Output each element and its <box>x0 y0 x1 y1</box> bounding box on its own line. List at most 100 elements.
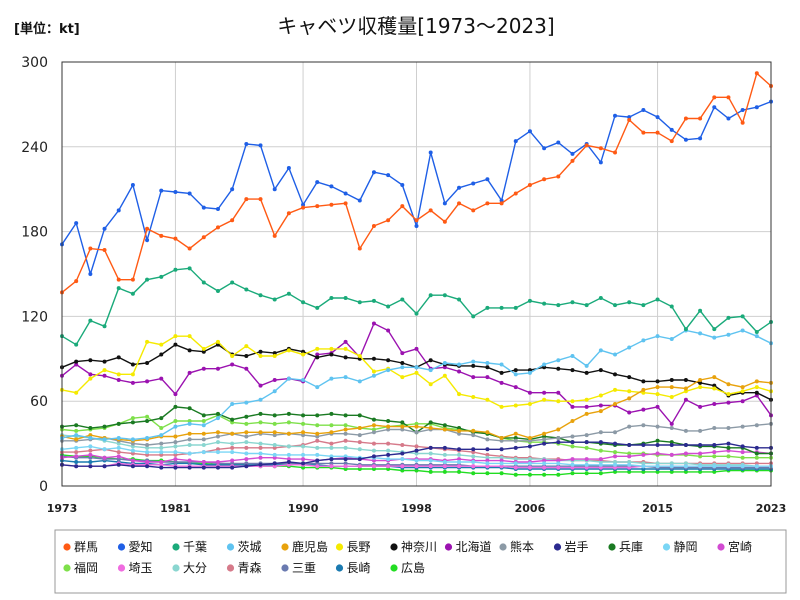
data-point <box>457 469 462 474</box>
data-point <box>740 450 745 455</box>
data-point <box>116 208 121 213</box>
data-point <box>542 365 547 370</box>
data-point <box>286 411 291 416</box>
data-point <box>272 464 277 469</box>
data-point <box>215 447 220 452</box>
data-point <box>485 447 490 452</box>
data-point <box>343 339 348 344</box>
data-point <box>683 451 688 456</box>
data-point <box>102 424 107 429</box>
data-point <box>386 448 391 453</box>
data-point <box>513 403 518 408</box>
data-point <box>428 426 433 431</box>
data-point <box>386 173 391 178</box>
data-point <box>272 445 277 450</box>
data-point <box>258 451 263 456</box>
data-point <box>471 375 476 380</box>
data-point <box>627 451 632 456</box>
data-point <box>698 378 703 382</box>
data-point <box>301 349 306 354</box>
legend-item: 青森 <box>226 560 262 575</box>
data-point <box>371 467 376 472</box>
legend-item: 愛知 <box>117 540 153 554</box>
data-point <box>286 348 291 353</box>
data-point <box>371 321 376 326</box>
data-point <box>400 420 405 425</box>
data-point <box>627 300 632 305</box>
data-point <box>159 452 164 457</box>
data-point <box>286 459 291 464</box>
data-point <box>442 445 447 450</box>
data-point <box>499 455 504 460</box>
data-point <box>414 424 419 429</box>
data-point <box>286 452 291 457</box>
data-point <box>130 451 135 456</box>
legend-item: 茨城 <box>226 540 262 554</box>
data-point <box>754 451 759 456</box>
data-point <box>598 296 603 301</box>
data-point <box>130 416 135 421</box>
data-point <box>499 198 504 203</box>
data-point <box>740 444 745 449</box>
data-point <box>215 206 220 211</box>
data-point <box>130 464 135 469</box>
legend-item: 広島 <box>390 560 425 575</box>
data-point <box>584 370 589 375</box>
data-point <box>301 300 306 305</box>
data-point <box>754 329 759 334</box>
data-point <box>400 464 405 469</box>
data-point <box>286 457 291 462</box>
legend-item: 長野 <box>335 540 371 554</box>
legend-item: 宮崎 <box>717 539 752 554</box>
data-point <box>145 443 150 448</box>
data-point <box>428 464 433 469</box>
x-tick-label: 1981 <box>160 502 191 515</box>
data-point <box>740 108 745 113</box>
data-point <box>414 448 419 453</box>
legend-label: 福岡 <box>74 560 98 575</box>
data-point <box>159 416 164 421</box>
data-point <box>371 369 376 374</box>
data-point <box>598 430 603 435</box>
data-point <box>641 108 646 113</box>
data-point <box>754 71 759 76</box>
data-point <box>258 397 263 402</box>
legend-marker <box>335 543 344 551</box>
data-point <box>173 457 178 462</box>
legend-marker <box>281 564 289 572</box>
data-point <box>329 296 334 301</box>
data-point <box>471 459 476 464</box>
data-point <box>698 136 703 141</box>
data-point <box>173 334 178 339</box>
data-point <box>329 441 334 446</box>
data-point <box>173 424 178 429</box>
data-point <box>570 399 575 404</box>
data-point <box>471 359 476 364</box>
data-point <box>513 465 518 470</box>
data-point <box>201 346 206 351</box>
data-point <box>641 407 646 412</box>
data-point <box>230 420 235 425</box>
data-point <box>116 462 121 467</box>
data-point <box>740 424 745 429</box>
data-point <box>301 444 306 449</box>
data-point <box>669 452 674 457</box>
data-point <box>102 226 107 231</box>
data-point <box>527 472 532 477</box>
data-point <box>244 464 249 469</box>
data-point <box>258 445 263 450</box>
legend-marker <box>281 543 289 551</box>
data-point <box>400 182 405 187</box>
data-point <box>726 400 731 405</box>
data-point <box>613 430 618 435</box>
legend-marker <box>117 543 126 551</box>
data-point <box>485 464 490 469</box>
data-point <box>343 296 348 301</box>
data-point <box>655 469 660 474</box>
data-point <box>102 247 107 252</box>
data-point <box>371 458 376 463</box>
data-point <box>315 413 320 418</box>
data-point <box>215 450 220 455</box>
data-point <box>584 411 589 416</box>
legend-marker <box>608 543 616 551</box>
